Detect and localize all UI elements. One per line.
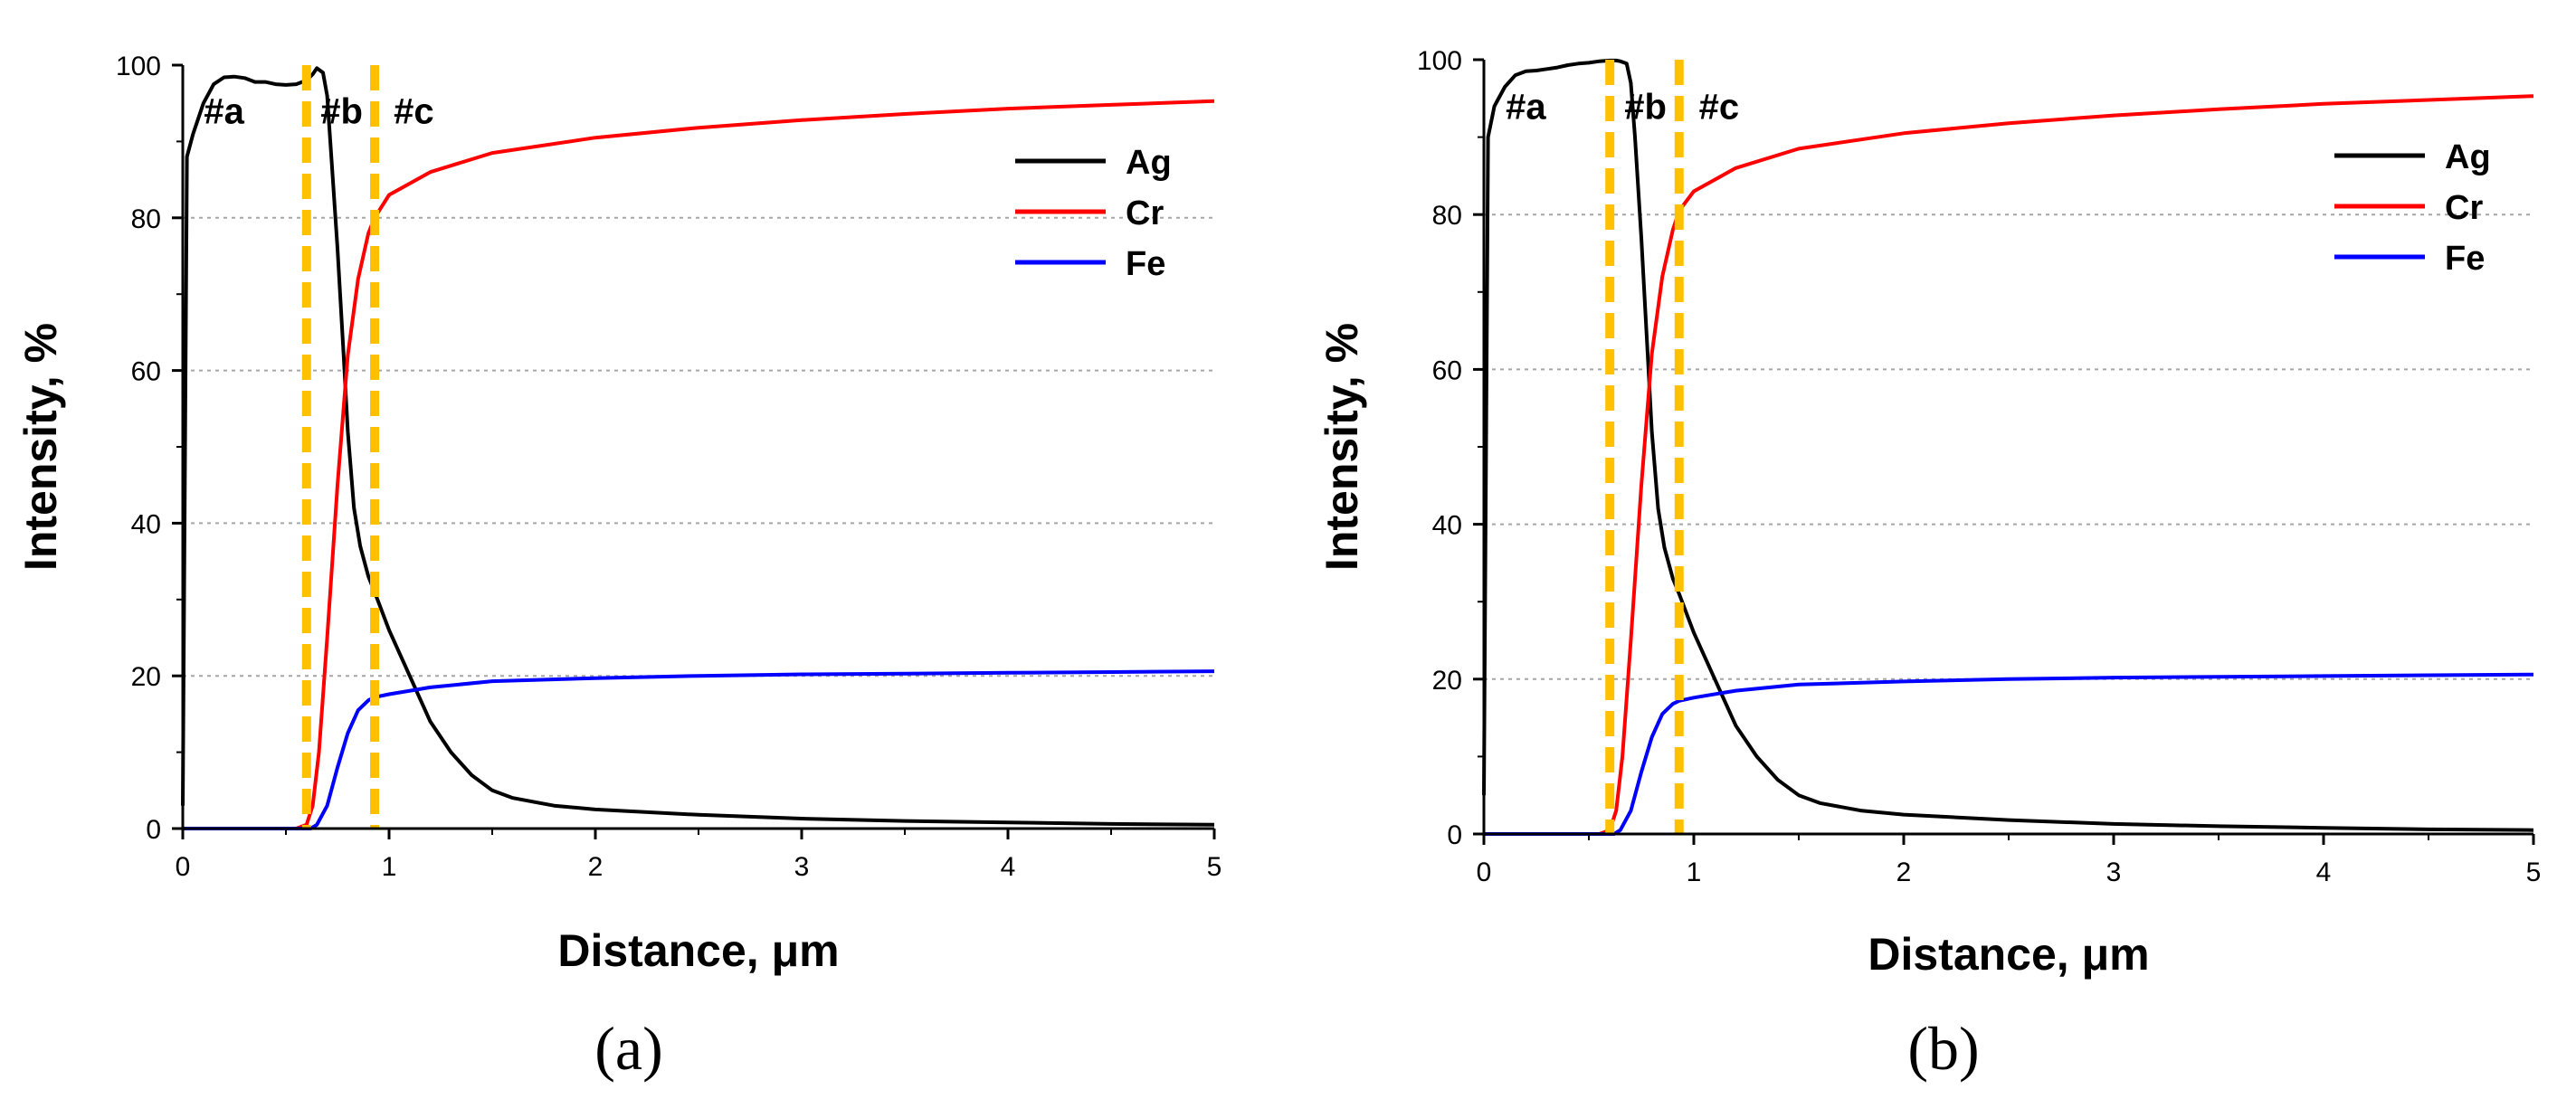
- x-tick-label: 0: [176, 852, 191, 882]
- x-tick-label: 1: [1687, 857, 1702, 887]
- y-tick-label: 100: [116, 52, 161, 81]
- y-tick-label: 20: [131, 662, 161, 692]
- region-label: #a: [1506, 87, 1546, 127]
- panel-caption: (a): [594, 1014, 662, 1083]
- series-line-fe: [1484, 672, 2534, 836]
- x-tick-label: 1: [382, 852, 397, 882]
- x-tick-label: 0: [1477, 857, 1492, 887]
- region-label: #b: [1624, 87, 1667, 127]
- y-tick-label: 0: [1447, 820, 1462, 850]
- y-tick-label: 80: [131, 204, 161, 234]
- y-tick-label: 60: [1432, 355, 1462, 385]
- y-axis-title: Intensity, %: [15, 323, 66, 571]
- region-label: #c: [1699, 87, 1740, 127]
- y-tick-label: 40: [1432, 511, 1462, 541]
- x-tick-label: 4: [1001, 852, 1016, 882]
- x-axis-title: Distance, μm: [557, 925, 839, 976]
- y-tick-label: 60: [131, 357, 161, 387]
- y-tick-label: 40: [131, 509, 161, 539]
- y-tick-label: 0: [146, 815, 161, 845]
- region-label: #b: [320, 92, 363, 132]
- x-tick-label: 4: [2316, 857, 2332, 887]
- legend-label-cr: Cr: [2445, 189, 2483, 227]
- y-tick-label: 20: [1432, 666, 1462, 696]
- region-label: #c: [394, 92, 434, 132]
- y-tick-label: 100: [1417, 46, 1462, 76]
- chart-panel-b: 0 1 2 3 4 5 0 20 40 60 80 100 Distance, μm Intensity,…: [1317, 46, 2541, 1083]
- chart-panel-a: 0 1 2 3 4 5 0 20 40 60 80 100 Distance, μm Intensity,…: [15, 52, 1221, 1083]
- x-tick-label: 2: [588, 852, 604, 882]
- y-tick-label: 80: [1432, 201, 1462, 231]
- series-line-fe: [183, 669, 1215, 830]
- legend-label-cr: Cr: [1126, 194, 1164, 232]
- x-tick-label: 3: [794, 852, 810, 882]
- legend-label-fe: Fe: [1126, 245, 1165, 283]
- legend-label-ag: Ag: [2445, 138, 2491, 176]
- x-axis-title: Distance, μm: [1868, 929, 2149, 980]
- legend-label-fe: Fe: [2445, 240, 2485, 278]
- region-label: #a: [204, 92, 244, 132]
- x-tick-label: 5: [1207, 852, 1222, 882]
- x-tick-label: 5: [2526, 857, 2542, 887]
- series-line-ag: [181, 66, 1215, 827]
- y-axis-title: Intensity, %: [1317, 323, 1367, 571]
- x-tick-label: 2: [1896, 857, 1912, 887]
- panel-caption: (b): [1907, 1014, 1979, 1083]
- series-line-ag: [1482, 58, 2534, 832]
- x-tick-label: 3: [2106, 857, 2122, 887]
- legend-label-ag: Ag: [1126, 144, 1172, 182]
